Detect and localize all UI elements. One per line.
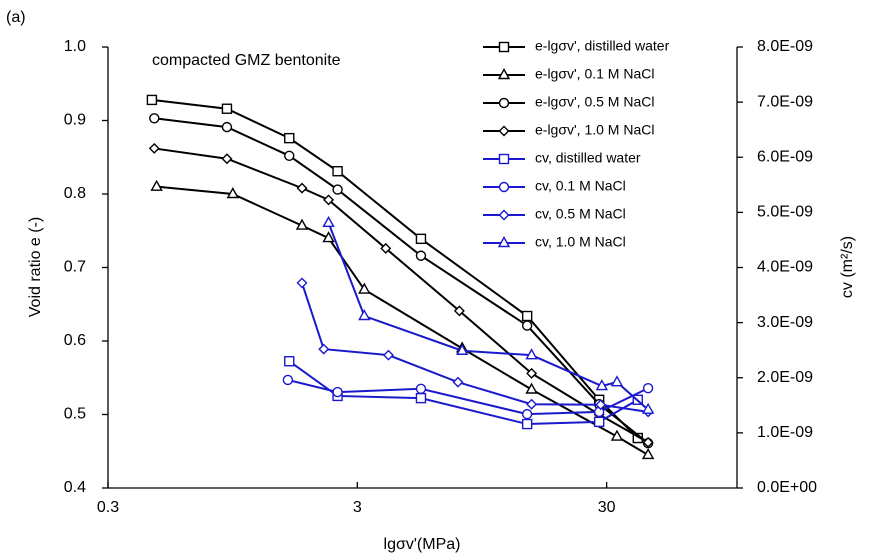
y-tick-label: 0.9 xyxy=(64,112,86,129)
y2-tick-label: 7.0E-09 xyxy=(757,93,813,110)
y-tick-label: 0.8 xyxy=(64,185,86,202)
marker xyxy=(521,310,533,322)
marker xyxy=(150,179,163,191)
marker xyxy=(610,375,624,387)
marker xyxy=(642,436,654,448)
marker xyxy=(332,386,343,398)
marker xyxy=(526,398,538,410)
y-tick-label: 0.5 xyxy=(64,406,86,423)
marker xyxy=(382,349,394,361)
marker xyxy=(642,383,654,394)
marker xyxy=(284,356,295,367)
marker xyxy=(610,429,624,441)
marker xyxy=(498,181,510,193)
marker xyxy=(498,153,510,165)
marker xyxy=(358,309,371,321)
marker xyxy=(497,236,511,248)
legend-label: e-lgσv', 1.0 M NaCl xyxy=(535,122,654,138)
marker xyxy=(149,113,160,124)
marker xyxy=(498,97,510,109)
marker xyxy=(318,343,330,355)
y2-tick-label: 8.0E-09 xyxy=(757,38,813,55)
x-tick-label: 30 xyxy=(598,499,616,516)
legend-label: e-lgσv', distilled water xyxy=(535,38,670,54)
y2-tick-label: 3.0E-09 xyxy=(757,314,813,331)
marker xyxy=(146,94,158,106)
marker xyxy=(221,121,233,133)
marker xyxy=(415,233,427,245)
y2-tick-label: 0.0E+00 xyxy=(757,479,817,496)
marker xyxy=(221,153,233,165)
marker xyxy=(226,187,239,199)
y-tick-label: 0.6 xyxy=(64,332,86,349)
marker xyxy=(296,182,308,194)
marker xyxy=(332,184,343,195)
y-tick-label: 0.7 xyxy=(64,259,86,276)
chart-title: (a) xyxy=(6,9,26,26)
marker xyxy=(296,277,308,289)
y2-axis-label: cv (m²/s) xyxy=(839,236,856,298)
marker xyxy=(358,282,371,294)
marker xyxy=(525,348,538,360)
marker xyxy=(525,382,538,394)
marker xyxy=(380,242,392,254)
marker xyxy=(221,103,233,114)
marker xyxy=(322,231,335,243)
marker xyxy=(455,343,469,355)
marker xyxy=(641,402,655,414)
marker xyxy=(322,215,335,228)
marker xyxy=(498,209,510,221)
marker xyxy=(415,392,427,404)
marker xyxy=(521,408,533,420)
marker xyxy=(521,320,533,331)
marker xyxy=(526,367,538,379)
marker xyxy=(498,41,510,53)
marker xyxy=(498,125,510,137)
marker xyxy=(595,379,609,391)
series-line xyxy=(156,185,649,456)
marker xyxy=(497,68,511,80)
legend-label: e-lgσv', 0.5 M NaCl xyxy=(535,94,654,110)
marker xyxy=(332,166,343,177)
y2-tick-label: 2.0E-09 xyxy=(757,369,813,386)
marker xyxy=(452,376,464,388)
marker xyxy=(323,194,335,206)
marker xyxy=(284,150,295,161)
marker xyxy=(415,250,427,261)
y-tick-label: 1.0 xyxy=(64,38,86,55)
legend-label: e-lgσv', 0.1 M NaCl xyxy=(535,66,654,82)
legend-label: cv, 1.0 M NaCl xyxy=(535,234,626,250)
y2-tick-label: 6.0E-09 xyxy=(757,148,813,165)
marker xyxy=(595,399,607,411)
y2-tick-label: 1.0E-09 xyxy=(757,424,813,441)
marker xyxy=(284,132,295,144)
marker xyxy=(521,418,533,430)
marker xyxy=(148,142,160,154)
series-line xyxy=(154,117,649,444)
legend-label: cv, 0.1 M NaCl xyxy=(535,178,626,194)
x-tick-label: 3 xyxy=(353,499,362,516)
series-line xyxy=(301,282,649,413)
series-line xyxy=(327,222,649,411)
marker xyxy=(295,218,309,230)
y2-tick-label: 5.0E-09 xyxy=(757,204,813,221)
series-line xyxy=(151,98,639,439)
annotation: compacted GMZ bentonite xyxy=(152,52,341,69)
marker xyxy=(282,374,294,386)
marker xyxy=(593,416,605,428)
marker xyxy=(641,447,655,460)
x-tick-label: 0.3 xyxy=(97,499,119,516)
legend-label: cv, distilled water xyxy=(535,150,641,166)
series-line xyxy=(287,378,649,416)
marker xyxy=(415,383,427,394)
y-axis-label: Void ratio e (-) xyxy=(27,217,44,317)
marker xyxy=(593,406,605,418)
x-axis-label: lgσv'(MPa) xyxy=(384,536,461,553)
y-tick-label: 0.4 xyxy=(64,479,86,496)
marker xyxy=(453,305,465,317)
legend-label: cv, 0.5 M NaCl xyxy=(535,206,626,222)
y2-tick-label: 4.0E-09 xyxy=(757,259,813,276)
